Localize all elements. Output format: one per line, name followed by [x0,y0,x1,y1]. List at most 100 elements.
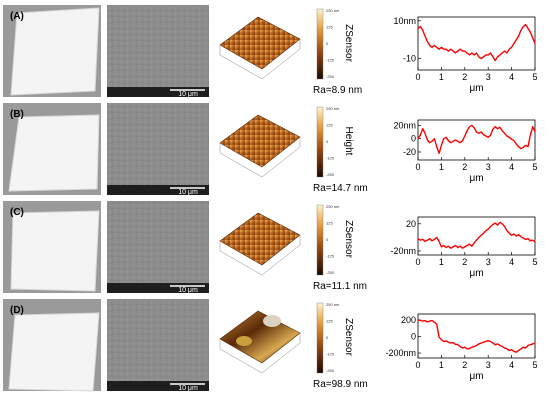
colorbar-axis-label: ZSensor [343,318,354,356]
x-axis-label: μm [469,83,483,94]
afm-frame [219,235,301,276]
profile-chart: 0 1 2 3 4 5 10nm -10 [393,16,537,82]
roughness-label: Ra=11.1 nm [313,281,367,292]
panel-row: (C) 10 μm 250 nm 125 0 -125 -250 ZSensor Ra=11.1… [3,201,367,294]
colorbar-tick: 250 nm [326,302,340,307]
colorbar-tick: 125 [326,123,333,128]
plot-frame [417,313,536,359]
x-tick-label: 1 [439,257,444,267]
panel-row: (D) 10 μm 250 nm 125 0 -125 -250 ZSensor Ra=98.9… [3,299,368,392]
sample-sheet [10,7,100,96]
roughness-label: Ra=98.9 nm [313,379,368,390]
scale-bar-label: 10 μm [178,91,198,98]
colorbar-tick: -250 [326,270,335,275]
roughness-label: Ra=14.7 nm [313,183,368,194]
y-tick-label: 0 [411,134,416,144]
colorbar-tick: -250 [326,74,335,79]
colorbar-tick: 125 [326,25,333,30]
afm-surface [219,114,301,168]
panel-row: (B) 10 μm 250 nm 125 0 -125 -250 Height Ra=14.7 … [3,103,368,196]
colorbar-tick: -125 [326,352,335,357]
colorbar [316,106,324,178]
y-tick-label: 10nm [393,16,416,26]
sample-sheet [10,210,100,292]
profile-line [417,319,536,353]
x-tick-label: 5 [532,257,537,267]
x-tick-label: 1 [439,72,444,82]
x-tick-label: 2 [462,360,467,370]
colorbar-tick: -250 [326,172,335,177]
profile-line [417,124,536,155]
panel-label: (C) [10,207,24,218]
x-tick-label: 4 [509,72,514,82]
roughness-label: Ra=8.9 nm [313,85,362,96]
y-tick-label: 0 [411,331,416,341]
panel-label: (D) [10,305,24,316]
sem-image [107,103,209,195]
sem-info-bar [107,185,209,195]
y-tick-label: -20nm [390,246,416,256]
x-axis-label: μm [469,268,483,279]
x-tick-label: 3 [486,72,491,82]
x-tick-label: 5 [532,162,537,172]
afm-peak [263,315,281,327]
colorbar-tick: -125 [326,156,335,161]
y-tick-label: 20 [406,219,416,229]
afm-frame [219,39,301,80]
x-tick-label: 0 [415,257,420,267]
scale-bar-label: 10 μm [178,189,198,196]
profile-chart: 0 1 2 3 4 5 20 -20nm [390,216,538,267]
sem-info-bar [107,381,209,391]
y-tick-label: 20nm [393,120,416,130]
x-tick-label: 4 [509,360,514,370]
x-tick-label: 3 [486,162,491,172]
colorbar-axis-label: ZSensor [343,220,354,258]
profile-line [417,221,536,249]
afm-surface [219,310,301,364]
y-tick-label: -10 [403,54,416,64]
x-tick-label: 0 [415,162,420,172]
y-tick-label: 200 [401,315,416,325]
sample-sheet [8,114,100,192]
colorbar [316,302,324,374]
profile-line [417,23,536,62]
colorbar-tick: 0 [326,41,329,46]
x-tick-label: 4 [509,162,514,172]
colorbar-axis-label: Height [343,127,354,156]
afm-surface [219,16,301,70]
colorbar-tick: -250 [326,368,335,373]
colorbar-tick: 0 [326,335,329,340]
y-tick-label: -20 [403,147,416,157]
afm-surface [219,212,301,266]
afm-peak [236,336,252,346]
sem-image [107,299,209,391]
x-tick-label: 2 [462,162,467,172]
colorbar-tick: 125 [326,221,333,226]
x-tick-label: 1 [439,162,444,172]
colorbar [316,204,324,276]
x-tick-label: 5 [532,360,537,370]
x-tick-label: 1 [439,360,444,370]
profile-chart: 0 1 2 3 4 5 20nm 0 -20 [393,119,538,172]
colorbar-tick: 0 [326,237,329,242]
x-tick-label: 2 [462,257,467,267]
colorbar-tick: -125 [326,254,335,259]
plot-frame [417,216,536,256]
y-tick-label: -200nm [385,348,416,358]
x-tick-label: 2 [462,72,467,82]
colorbar-tick: 0 [326,139,329,144]
scale-bar-label: 10 μm [178,385,198,392]
profile-chart: 0 1 2 3 4 5 200 0 -200nm μm [385,313,538,382]
x-tick-label: 5 [532,72,537,82]
sem-info-bar [107,87,209,97]
colorbar [316,8,324,80]
colorbar-tick: 250 nm [326,8,340,13]
panel-label: (B) [10,109,24,120]
panel-label: (A) [10,11,24,22]
x-axis-label: μm [469,173,483,184]
colorbar-tick: 125 [326,319,333,324]
plot-frame [417,119,536,161]
afm-frame [219,333,301,374]
